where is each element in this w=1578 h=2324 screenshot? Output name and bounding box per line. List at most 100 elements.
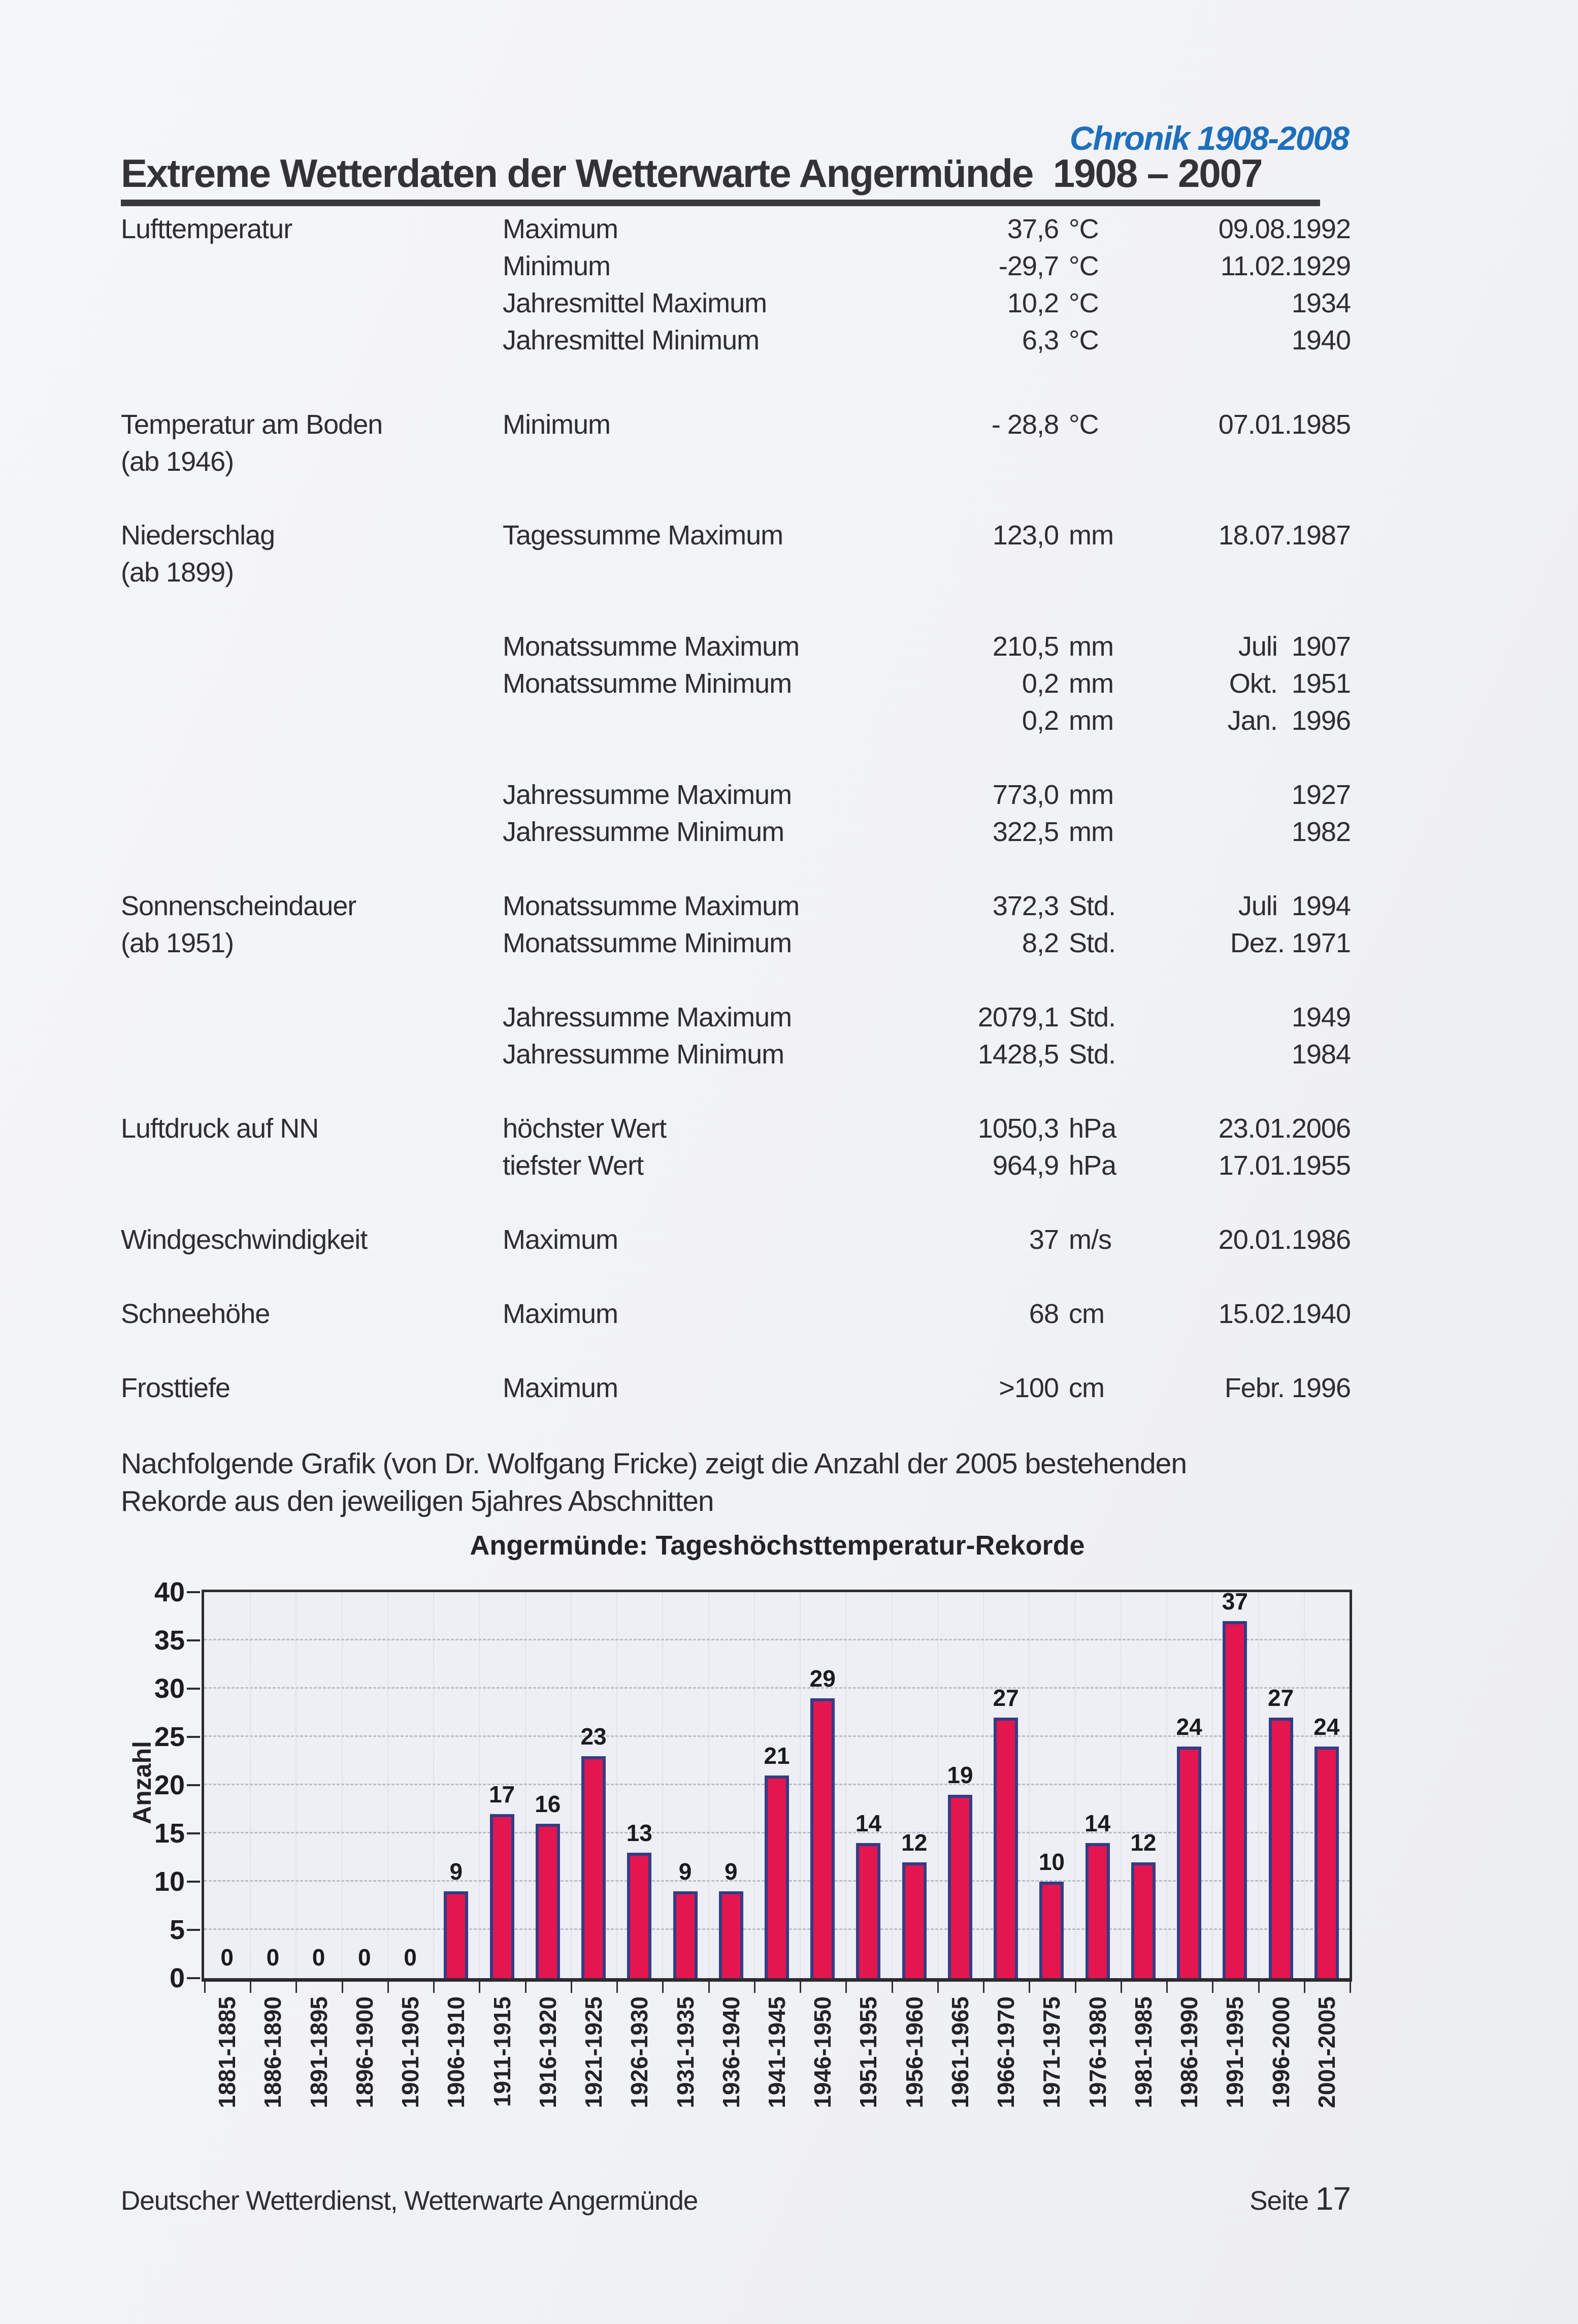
gridline-v xyxy=(387,1592,388,1978)
table-row: Monatssumme Minimum 0,2 mm Okt. 1951 xyxy=(121,665,1351,702)
bar-value-label: 0 xyxy=(358,1944,371,1971)
table-row: Jahresmittel Maximum 10,2 °C 1934 xyxy=(121,285,1351,322)
gridline-v xyxy=(1212,1592,1213,1978)
row-category: Lufttemperatur xyxy=(121,211,503,248)
row-category-line: Frosttiefe xyxy=(121,1373,231,1403)
table-row: Jahressumme Minimum 1428,5 Std. 1984 xyxy=(121,1036,1351,1073)
y-tick-label: 35 xyxy=(154,1625,185,1656)
row-unit: Std. xyxy=(1069,891,1116,921)
x-tick-mark xyxy=(1029,1982,1031,1993)
x-tick-mark xyxy=(570,1982,572,1993)
row-date: 17.01.1955 xyxy=(1218,1150,1351,1181)
bar xyxy=(444,1891,469,1978)
row-date: 15.02.1940 xyxy=(1218,1299,1351,1329)
x-category-label: 1891-1895 xyxy=(305,1996,332,2108)
y-tick-mark xyxy=(187,1784,200,1786)
y-tick-label: 30 xyxy=(154,1673,185,1704)
row-value: 322,5 xyxy=(992,817,1059,847)
row-label: Maximum xyxy=(503,1224,618,1255)
gridline-v xyxy=(295,1592,297,1978)
bar-value-label: 12 xyxy=(1130,1829,1157,1856)
row-unit: mm xyxy=(1069,817,1114,847)
gridline-v xyxy=(433,1592,435,1978)
x-tick-mark xyxy=(479,1982,481,1993)
gridline-h xyxy=(204,1639,1350,1640)
row-unit: °C xyxy=(1069,251,1099,281)
x-category-label: 1881-1885 xyxy=(214,1996,241,2108)
gridline-v xyxy=(1120,1592,1122,1978)
table-row: Schneehöhe Maximum 68 cm 15.02.1940 xyxy=(121,1296,1351,1333)
x-category-label: 1906-1910 xyxy=(443,1996,470,2108)
row-category xyxy=(121,925,503,962)
x-category-label: 1936-1940 xyxy=(717,1996,744,2108)
chronik-badge: Chronik 1908-2008 xyxy=(1069,119,1350,157)
bar xyxy=(627,1853,652,1978)
x-category-label: 1991-1995 xyxy=(1222,1996,1248,2108)
row-date: 18.07.1987 xyxy=(1218,520,1351,551)
y-tick-label: 10 xyxy=(154,1866,185,1897)
row-category: Schneehöhe xyxy=(121,1296,503,1333)
page-number-value: 17 xyxy=(1315,2180,1351,2217)
bar xyxy=(856,1843,881,1978)
x-category-label: 1921-1925 xyxy=(580,1996,607,2108)
y-tick-mark xyxy=(187,1832,200,1834)
row-date: 20.01.1986 xyxy=(1218,1224,1351,1255)
bar-value-label: 13 xyxy=(626,1820,652,1846)
x-category-label: 1951-1955 xyxy=(855,1996,882,2108)
table-row: Niederschlag (ab 1899) Tagessumme Maximum 1… xyxy=(121,517,1351,588)
row-date: Juli 1994 xyxy=(1238,891,1351,921)
row-label: Minimum xyxy=(503,251,611,281)
table-row: Frosttiefe Maximum >100 cm Febr. 1996 xyxy=(121,1370,1351,1407)
gridline-v xyxy=(891,1592,893,1978)
x-tick-mark xyxy=(800,1982,802,1993)
row-date: 23.01.2006 xyxy=(1218,1113,1351,1144)
bar-value-label: 17 xyxy=(488,1781,515,1807)
y-tick-label: 20 xyxy=(154,1770,185,1800)
x-tick-mark xyxy=(204,1982,206,1993)
x-tick-mark xyxy=(295,1982,298,1993)
row-label: Jahresmittel Maximum xyxy=(503,288,767,318)
row-label: Monatssumme Minimum xyxy=(503,668,792,699)
bar xyxy=(718,1891,743,1978)
row-category xyxy=(121,999,503,1036)
bar xyxy=(902,1862,927,1978)
x-category-label: 1986-1990 xyxy=(1176,1996,1203,2108)
row-category xyxy=(121,1036,503,1073)
row-value: 37,6 xyxy=(1007,214,1059,244)
bar xyxy=(1223,1621,1247,1978)
table-row: Jahresmittel Minimum 6,3 °C 1940 xyxy=(121,322,1351,359)
bar xyxy=(947,1795,972,1978)
row-label: Jahressumme Minimum xyxy=(503,817,784,847)
row-category-line: Niederschlag xyxy=(121,520,275,551)
row-value: 1428,5 xyxy=(977,1039,1059,1070)
row-category-line: Lufttemperatur xyxy=(121,214,292,244)
table-row: Monatssumme Minimum 8,2 Std. Dez. 1971 xyxy=(121,925,1351,962)
row-category xyxy=(121,1147,503,1184)
row-label: Monatssumme Maximum xyxy=(503,631,800,662)
row-category xyxy=(121,665,503,702)
x-tick-mark xyxy=(1350,1982,1351,1993)
row-category-subline: (ab 1946) xyxy=(121,446,234,477)
row-value: 123,0 xyxy=(992,520,1059,551)
bar xyxy=(810,1698,835,1978)
row-unit: °C xyxy=(1069,288,1099,318)
row-category-subline: (ab 1899) xyxy=(121,557,234,588)
bar-value-label: 0 xyxy=(220,1944,234,1971)
table-row: Temperatur am Boden (ab 1946) Minimum - 28,… xyxy=(121,406,1351,477)
x-category-label: 1931-1935 xyxy=(672,1996,699,2108)
row-category: Niederschlag (ab 1899) xyxy=(121,517,503,591)
row-category xyxy=(121,777,503,814)
table-row: Jahressumme Maximum 773,0 mm 1927 xyxy=(121,777,1351,814)
bar-value-label: 0 xyxy=(312,1944,325,1971)
gridline-v xyxy=(845,1592,847,1978)
bar-value-label: 37 xyxy=(1222,1588,1248,1615)
gridline-v xyxy=(1303,1592,1305,1978)
bar-value-label: 24 xyxy=(1313,1714,1340,1740)
row-date: 07.01.1985 xyxy=(1218,409,1351,440)
row-category: Temperatur am Boden (ab 1946) xyxy=(121,406,503,480)
row-label: Maximum xyxy=(503,214,618,244)
chart-title: Angermünde: Tageshöchsttemperatur-Rekord… xyxy=(470,1530,1085,1561)
gridline-v xyxy=(250,1592,251,1978)
y-tick-label: 15 xyxy=(154,1818,185,1849)
row-value: 1050,3 xyxy=(977,1113,1059,1144)
